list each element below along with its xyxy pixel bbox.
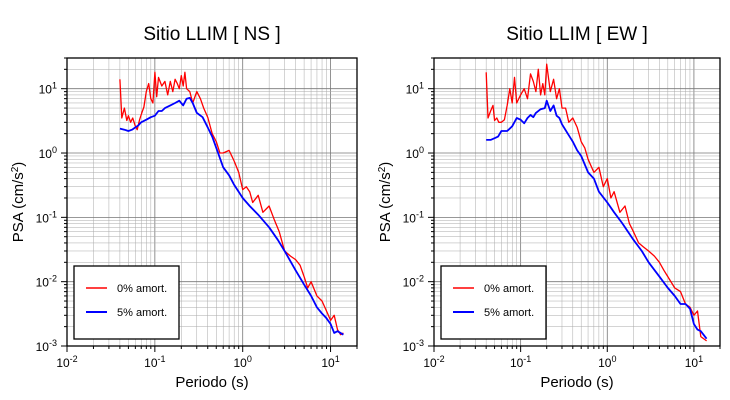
y-axis-label-text: PSA (cm/s	[377, 172, 394, 242]
x-tick-label-base: 10	[234, 356, 248, 370]
grid	[66, 57, 358, 347]
x-tick-label: 100	[598, 354, 616, 370]
legend-box	[440, 265, 547, 340]
y-tick-label: 10-1	[403, 209, 424, 225]
chart-title: Sitio LLIM [ EW ]	[506, 24, 647, 45]
y-tick-label: 101	[406, 81, 424, 97]
y-tick-label-exp: 1	[419, 81, 424, 91]
series-line-amort-5	[486, 99, 708, 340]
y-axis-label-sup: 2	[377, 166, 388, 172]
x-tick-label: 10-1	[510, 354, 531, 370]
legend-label: 5% amort.	[484, 307, 534, 319]
y-tick-label: 10-3	[403, 338, 424, 354]
x-tick-label-base: 10	[598, 356, 612, 370]
y-tick-label-exp: -2	[416, 274, 424, 284]
y-tick-label-exp: -1	[416, 209, 424, 219]
y-tick-label-exp: -3	[416, 338, 424, 348]
y-tick-label-base: 10	[403, 276, 417, 290]
y-tick-label-base: 10	[39, 147, 53, 161]
series-line-amort-0	[485, 63, 707, 342]
y-tick-label: 10-3	[36, 338, 57, 354]
x-tick-label-base: 10	[144, 356, 158, 370]
y-tick-label-exp: 1	[52, 81, 57, 91]
series-line-amort-0	[119, 71, 344, 336]
legend-label: 0% amort.	[117, 283, 167, 295]
legend: 0% amort. 5% amort.	[73, 265, 180, 340]
y-tick-label-base: 10	[406, 83, 420, 97]
y-tick-label-exp: -3	[49, 338, 57, 348]
y-tick-label: 100	[39, 145, 57, 161]
x-axis-label: Periodo (s)	[175, 374, 248, 391]
x-tick-label-base: 10	[56, 356, 70, 370]
legend-box	[73, 265, 180, 340]
x-tick-label-exp: -2	[437, 354, 445, 364]
x-tick-label: 10-2	[423, 354, 444, 370]
legend-label: 5% amort.	[117, 307, 167, 319]
y-tick-label-base: 10	[406, 147, 420, 161]
x-tick-label-base: 10	[510, 356, 524, 370]
x-tick-label-exp: -2	[70, 354, 78, 364]
plot-frame	[433, 57, 721, 347]
y-tick-label: 10-1	[36, 209, 57, 225]
x-tick-label-exp: 0	[611, 354, 616, 364]
x-tick-label-exp: 1	[698, 354, 703, 364]
y-axis-label-close: )	[377, 162, 394, 167]
plot-frame	[66, 57, 358, 347]
x-tick-label-exp: 0	[247, 354, 252, 364]
x-tick-label-exp: 1	[335, 354, 340, 364]
x-tick-label-exp: -1	[158, 354, 166, 364]
x-tick-label: 100	[234, 354, 252, 370]
y-tick-label: 10-2	[403, 274, 424, 290]
x-tick-label: 10-1	[144, 354, 165, 370]
y-tick-label: 100	[406, 145, 424, 161]
x-tick-label: 101	[321, 354, 339, 370]
x-tick-label-base: 10	[321, 356, 335, 370]
y-axis-label-close: )	[10, 162, 27, 167]
legend: 0% amort. 5% amort.	[440, 265, 547, 340]
y-tick-label-exp: -2	[49, 274, 57, 284]
y-tick-label-base: 10	[36, 211, 50, 225]
y-axis-label: PSA (cm/s2)	[377, 162, 394, 243]
x-tick-label: 101	[685, 354, 703, 370]
y-tick-label-exp: 0	[52, 145, 57, 155]
y-tick-label-base: 10	[36, 276, 50, 290]
y-tick-label-exp: 0	[419, 145, 424, 155]
y-tick-label: 10-2	[36, 274, 57, 290]
x-tick-label: 10-2	[56, 354, 77, 370]
y-tick-label: 101	[39, 81, 57, 97]
x-tick-label-base: 10	[423, 356, 437, 370]
x-tick-label-base: 10	[685, 356, 699, 370]
y-tick-label-base: 10	[403, 340, 417, 354]
x-axis-label: Periodo (s)	[540, 374, 613, 391]
y-tick-label-base: 10	[403, 211, 417, 225]
y-axis-label-sup: 2	[10, 166, 21, 172]
series-line-amort-5	[119, 97, 344, 336]
legend-label: 0% amort.	[484, 283, 534, 295]
y-axis-label-text: PSA (cm/s	[10, 172, 27, 242]
x-tick-label-exp: -1	[523, 354, 531, 364]
axis-ticks	[61, 57, 358, 352]
y-tick-label-base: 10	[39, 83, 53, 97]
y-axis-label: PSA (cm/s2)	[10, 162, 27, 243]
y-tick-label-exp: -1	[49, 209, 57, 219]
chart-title: Sitio LLIM [ NS ]	[143, 24, 280, 45]
y-tick-label-base: 10	[36, 340, 50, 354]
